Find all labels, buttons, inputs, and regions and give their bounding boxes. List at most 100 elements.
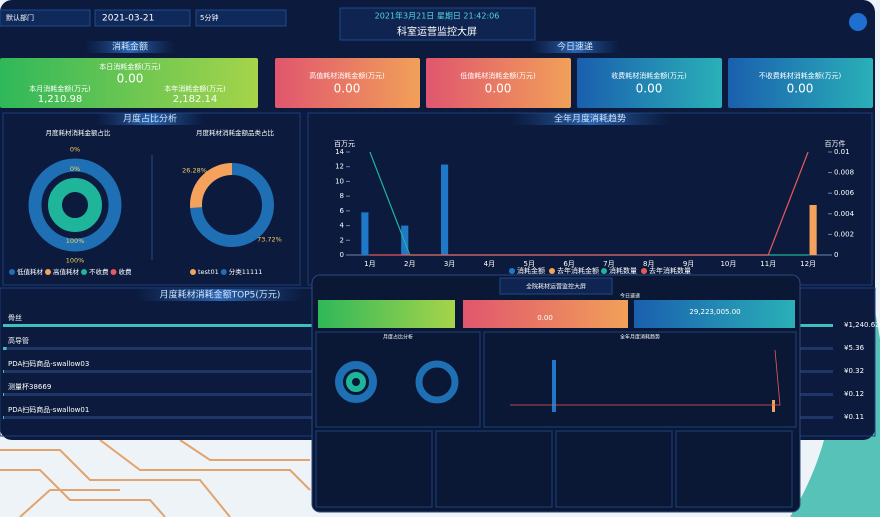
x-tick-label: 5月 <box>524 260 535 268</box>
bar <box>3 347 7 350</box>
label: 默认部门 <box>6 13 34 22</box>
label: 低值耗材消耗金额(万元) <box>460 71 536 80</box>
x-tick-label: 7月 <box>603 260 614 268</box>
bar-label: PDA扫码商品-swallow03 <box>8 359 89 368</box>
bar-value: ¥5.36 <box>844 344 865 352</box>
legend-label: test01 <box>198 268 219 276</box>
label: 1,210.98 <box>38 94 83 105</box>
legend-swatch <box>220 269 227 275</box>
interval-select[interactable] <box>195 9 287 27</box>
inset-panel <box>555 430 673 508</box>
legend-label: 不收费 <box>89 267 109 276</box>
fullscreen-button[interactable] <box>849 13 867 31</box>
today-card <box>426 58 571 108</box>
inset-panel <box>315 331 481 428</box>
bar <box>361 212 369 255</box>
y-tick-label: 0 <box>340 251 344 259</box>
label: 今日速递 <box>620 293 640 300</box>
y-tick-label: 2 <box>340 236 344 244</box>
y2-tick-label: 0.006 <box>834 189 855 197</box>
x-tick-label: 6月 <box>563 260 574 268</box>
inset-donut <box>415 360 459 404</box>
y2-tick-label: 0.008 <box>834 169 854 177</box>
donut-segment <box>28 158 122 252</box>
inset-panel <box>675 430 793 508</box>
legend-label: 高值耗材 <box>53 267 80 276</box>
x-tick-label: 12月 <box>800 260 816 268</box>
label: 0.00 <box>787 82 814 96</box>
x-tick-label: 8月 <box>643 260 654 268</box>
y2-tick-label: 0.01 <box>834 148 850 156</box>
legend-swatch <box>110 269 117 275</box>
y2-tick-label: 0.004 <box>834 210 855 218</box>
section-title: 今日速递 <box>557 41 593 53</box>
bar-value: ¥0.11 <box>844 413 864 421</box>
section-title: 消耗金额 <box>112 41 148 53</box>
label: 0.00 <box>537 314 553 322</box>
department-select[interactable] <box>0 9 91 27</box>
section-title: 月度耗材消耗金额TOP5(万元) <box>160 289 281 301</box>
section-title: 全年月度消耗趋势 <box>554 113 626 125</box>
y2-tick-label: 0 <box>834 251 838 259</box>
donut-label: 0% <box>70 165 80 173</box>
y-tick-label: 6 <box>340 207 345 215</box>
x-tick-label: 4月 <box>484 260 495 268</box>
date-picker[interactable] <box>94 9 191 27</box>
donut-label: 73.72% <box>257 236 282 244</box>
line <box>369 151 809 256</box>
consumption-card <box>0 58 258 108</box>
donut-label: 26.28% <box>182 166 207 174</box>
legend-label: 收费 <box>119 267 133 276</box>
label: 全年月度消耗趋势 <box>620 334 660 341</box>
donut-label: 100% <box>66 257 85 265</box>
section-header <box>530 41 620 53</box>
section-header <box>95 113 205 125</box>
legend-label: 消耗数量 <box>609 266 637 275</box>
y-tick-label: 12 <box>335 163 344 171</box>
legend-label: 去年消耗数量 <box>649 266 691 275</box>
y-tick-label: 14 <box>335 148 344 156</box>
today-card <box>728 58 873 108</box>
inset-card <box>318 300 455 328</box>
donut-segment <box>48 178 102 232</box>
bar-label: 测量杯38669 <box>8 382 51 391</box>
x-tick-label: 9月 <box>683 260 694 268</box>
inset-title-box <box>499 277 613 295</box>
bar <box>440 164 449 255</box>
inset-bar <box>552 360 556 412</box>
label: 2021-03-21 <box>102 14 154 24</box>
legend-label: 去年消耗金额 <box>557 266 599 275</box>
label: 0.00 <box>636 82 663 96</box>
title-box <box>339 7 536 41</box>
label: 百万元 <box>334 140 355 148</box>
today-card <box>275 58 420 108</box>
label: 29,223,005.00 <box>689 308 740 316</box>
bar-label: PDA扫码商品-swallow01 <box>8 405 89 414</box>
label: 月度耗材消耗金额占比 <box>46 128 112 137</box>
legend-swatch <box>641 268 647 274</box>
label: 科室运营监控大屏 <box>397 25 477 38</box>
bar-label: 高导管 <box>8 336 29 345</box>
inset-bar <box>772 400 775 412</box>
legend-swatch <box>190 269 196 275</box>
legend-swatch <box>81 269 87 275</box>
legend-swatch <box>9 269 15 275</box>
bar <box>3 370 4 373</box>
label: 不收费耗材消耗金额(万元) <box>759 71 842 80</box>
y-tick-label: 10 <box>335 177 344 185</box>
label: 本月消耗金额(万元) <box>29 84 91 93</box>
x-tick-label: 1月 <box>364 260 375 268</box>
bar <box>401 225 409 255</box>
legend-label: 分类11111 <box>229 267 263 276</box>
y-tick-label: 4 <box>340 222 345 230</box>
label: 收费耗材消耗金额(万元) <box>611 71 687 80</box>
bar-label: 骨丝 <box>8 313 22 322</box>
section-header <box>510 113 670 125</box>
legend-swatch <box>549 268 555 274</box>
section-header <box>135 289 305 301</box>
bar-value: ¥0.12 <box>844 390 864 398</box>
inset-card <box>463 300 628 328</box>
legend-swatch <box>45 269 51 275</box>
bar <box>3 393 4 396</box>
inset-panel <box>435 430 553 508</box>
